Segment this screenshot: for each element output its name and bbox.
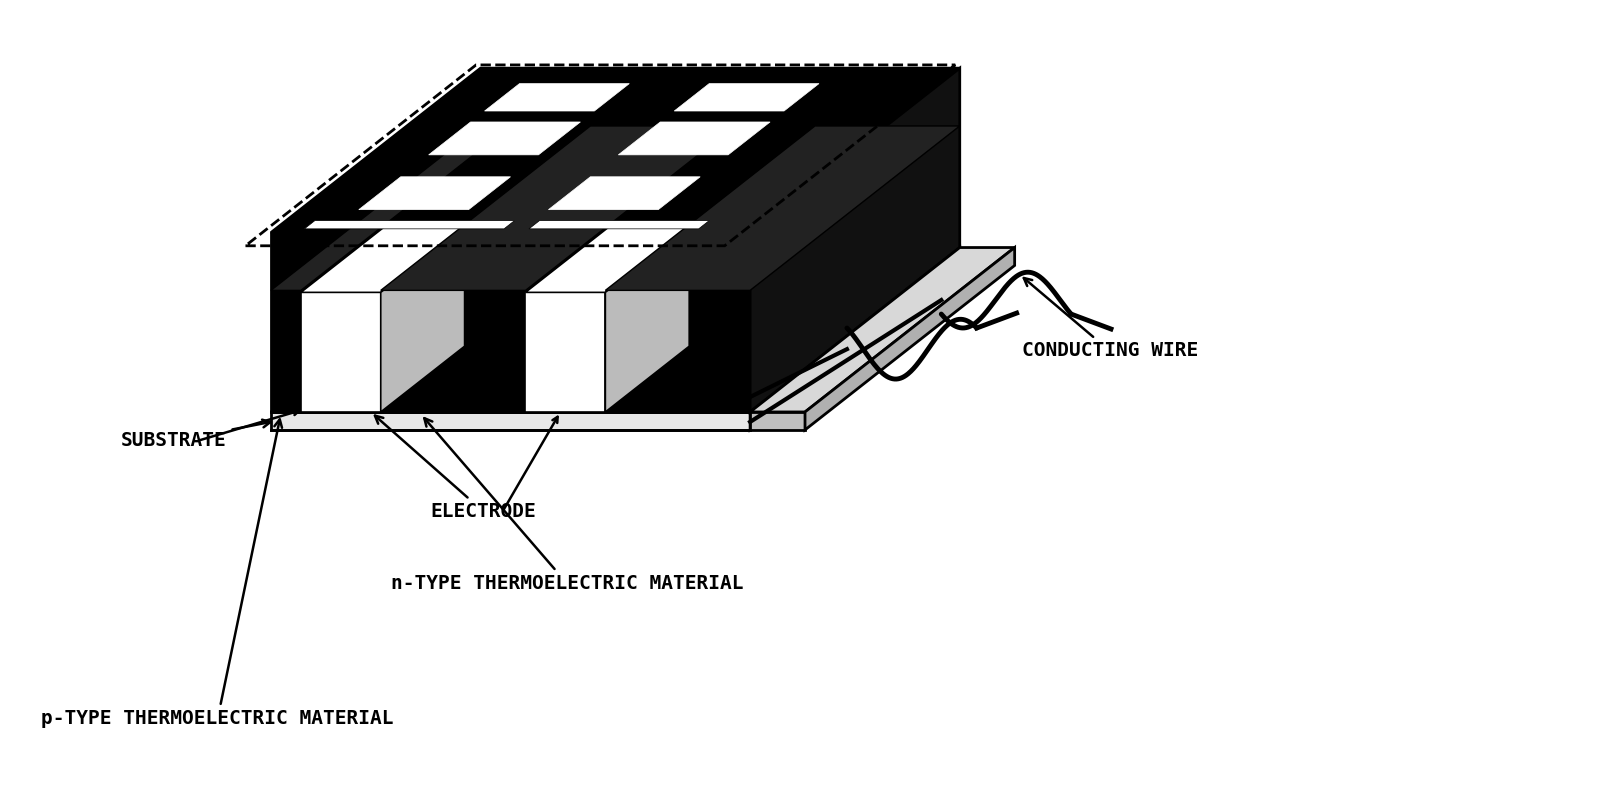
Text: CONDUCTING WIRE: CONDUCTING WIRE xyxy=(1021,278,1198,361)
Polygon shape xyxy=(751,247,1015,412)
Polygon shape xyxy=(605,126,960,290)
Polygon shape xyxy=(751,247,960,430)
Text: p-TYPE THERMOELECTRIC MATERIAL: p-TYPE THERMOELECTRIC MATERIAL xyxy=(41,420,394,729)
Polygon shape xyxy=(271,68,960,232)
Polygon shape xyxy=(302,227,465,292)
Text: ELECTRODE: ELECTRODE xyxy=(374,416,537,521)
Polygon shape xyxy=(751,412,806,430)
Polygon shape xyxy=(358,177,511,210)
Polygon shape xyxy=(381,126,736,290)
Polygon shape xyxy=(271,412,751,430)
Polygon shape xyxy=(618,122,770,155)
Polygon shape xyxy=(548,177,700,210)
Polygon shape xyxy=(525,227,689,292)
Polygon shape xyxy=(806,247,1015,430)
Polygon shape xyxy=(428,122,580,155)
Polygon shape xyxy=(674,84,819,111)
Text: SUBSTRATE: SUBSTRATE xyxy=(122,420,271,450)
Polygon shape xyxy=(271,247,960,412)
Polygon shape xyxy=(485,84,629,111)
Polygon shape xyxy=(302,292,381,412)
Polygon shape xyxy=(605,227,689,412)
Polygon shape xyxy=(271,232,751,412)
Polygon shape xyxy=(271,126,511,290)
Polygon shape xyxy=(528,220,708,229)
Polygon shape xyxy=(525,292,605,412)
Polygon shape xyxy=(305,220,514,229)
Text: n-TYPE THERMOELECTRIC MATERIAL: n-TYPE THERMOELECTRIC MATERIAL xyxy=(391,418,742,593)
Polygon shape xyxy=(381,227,465,412)
Polygon shape xyxy=(751,68,960,412)
